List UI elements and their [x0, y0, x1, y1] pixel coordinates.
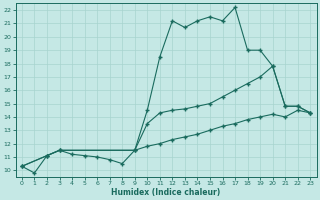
X-axis label: Humidex (Indice chaleur): Humidex (Indice chaleur): [111, 188, 221, 197]
